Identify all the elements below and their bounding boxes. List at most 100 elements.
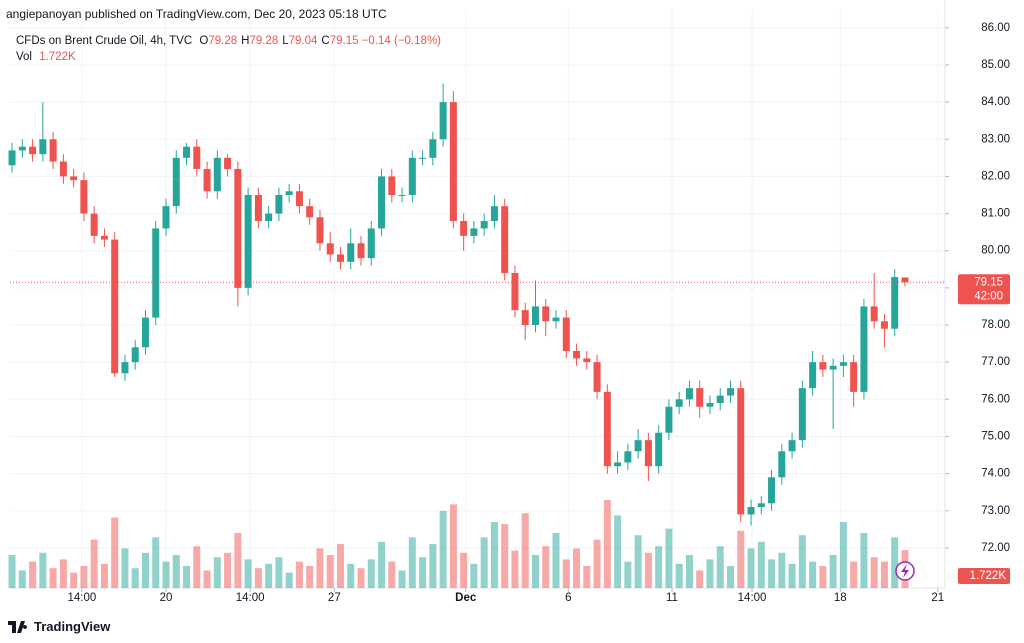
ohlc-key: C <box>321 35 330 47</box>
candle-body <box>901 277 909 283</box>
candle-body <box>809 362 817 389</box>
brand: TradingView <box>34 619 111 634</box>
candle-body <box>121 362 129 374</box>
volume-bar <box>624 561 632 588</box>
last-price-label: 79.15 <box>974 276 1003 288</box>
candle-body <box>726 388 734 396</box>
ohlc-row: CFDs on Brent Crude Oil, 4h, TVC O79.28 H… <box>16 33 441 49</box>
candle-body <box>531 306 539 326</box>
candle-body <box>295 191 303 207</box>
ohlc-key: O <box>199 35 209 47</box>
candle-body <box>624 451 632 463</box>
candle-body <box>747 507 755 515</box>
volume-bar <box>603 500 611 588</box>
x-tick-label: 14:00 <box>67 592 96 604</box>
y-tick-label: 73.00 <box>981 505 1010 517</box>
candle-body <box>850 362 858 392</box>
candle-body <box>172 157 180 207</box>
x-tick-label: 27 <box>328 592 341 604</box>
volume-bar <box>634 535 642 588</box>
volume-bar <box>562 559 570 588</box>
x-tick-label: 11 <box>666 592 678 604</box>
volume-value: 1.722K <box>39 51 76 63</box>
candle-body <box>408 157 416 195</box>
y-tick-label: 82.00 <box>981 170 1010 182</box>
y-tick-label: 75.00 <box>981 430 1010 442</box>
candle-body <box>70 176 78 181</box>
candle-body <box>603 391 611 467</box>
volume-bar <box>18 570 26 588</box>
volume-bar <box>8 555 16 588</box>
candle-body <box>439 102 447 140</box>
volume-bar <box>439 511 447 588</box>
candle-body <box>614 462 622 467</box>
legend: CFDs on Brent Crude Oil, 4h, TVC O79.28 H… <box>16 33 441 65</box>
x-tick-label: Dec <box>455 592 477 604</box>
candle-body <box>706 403 714 407</box>
candle-body <box>460 220 468 236</box>
candle-body <box>521 310 529 326</box>
candle-body <box>839 362 847 366</box>
candle-body <box>470 228 478 236</box>
volume-bar <box>809 561 817 588</box>
y-tick-label: 81.00 <box>981 208 1010 220</box>
candle-body <box>696 388 704 407</box>
volume-bar <box>275 557 283 588</box>
volume-bar <box>131 568 139 588</box>
volume-bar <box>726 566 734 588</box>
candle-body <box>449 102 457 221</box>
volume-bar <box>80 566 88 588</box>
candle-body <box>224 157 232 169</box>
volume-bar <box>778 552 786 588</box>
candle-body <box>593 362 601 392</box>
x-tick-label: 6 <box>565 592 571 604</box>
volume-bar <box>583 566 591 588</box>
candle-body <box>788 440 796 452</box>
candle-body <box>347 243 355 262</box>
candle-body <box>665 406 673 433</box>
volume-bar <box>193 546 201 588</box>
x-tick-label: 14:00 <box>738 592 767 604</box>
volume-bar <box>870 557 878 588</box>
candle-body <box>90 213 98 236</box>
y-tick-label: 78.00 <box>981 319 1010 331</box>
volume-bar <box>326 555 334 588</box>
volume-bar <box>501 524 509 588</box>
last-price-tag <box>958 274 1010 305</box>
volume-bar <box>306 566 314 588</box>
volume-bar <box>737 530 745 588</box>
candle-body <box>80 180 88 214</box>
candle-body <box>336 254 344 262</box>
volume-bar <box>388 561 396 588</box>
volume-bar <box>675 563 683 588</box>
volume-bar <box>183 566 191 588</box>
change-pct: (−0.18%) <box>394 35 441 47</box>
candle-body <box>193 146 201 169</box>
y-tick-label: 84.00 <box>981 96 1010 108</box>
volume-bar <box>521 513 529 588</box>
volume-bar <box>819 566 827 588</box>
candle-body <box>501 206 509 273</box>
ohlc-value: 79.15 <box>329 35 359 47</box>
y-tick-label: 83.00 <box>981 133 1010 145</box>
ohlc-values: O79.28 H79.28 L79.04 C79.15 <box>195 35 358 47</box>
volume-bar <box>798 535 806 588</box>
candle-body <box>367 228 375 259</box>
candle-body <box>716 395 724 404</box>
volume-bar <box>285 572 293 588</box>
volume-bar <box>213 557 221 588</box>
candle-body <box>49 139 57 162</box>
candle-body <box>275 194 283 214</box>
volume-bar <box>839 522 847 588</box>
candle-body <box>583 358 591 363</box>
volume-bar <box>706 559 714 588</box>
countdown-label: 42:00 <box>974 290 1003 302</box>
volume-bar <box>162 561 170 588</box>
ohlc-key: H <box>241 35 250 47</box>
volume-bar <box>716 546 724 588</box>
candle-body <box>880 321 888 329</box>
candle-body <box>183 146 191 158</box>
volume-bar <box>111 517 119 588</box>
